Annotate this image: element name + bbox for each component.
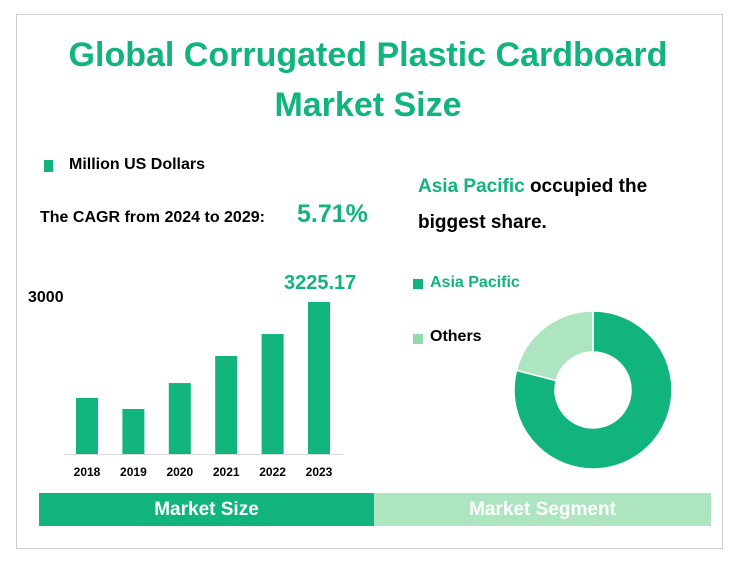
legend-unit-label: Million US Dollars (69, 156, 206, 173)
x-tick-label: 2020 (166, 465, 193, 479)
x-tick-labels: 2018 2019 2020 2021 2022 2023 (74, 465, 333, 479)
page-title-line2: Market Size (274, 86, 462, 124)
insight-rest-1: occupied the (524, 176, 648, 197)
legend-swatch-others (413, 334, 423, 344)
cagr-label: The CAGR from 2024 to 2029: (40, 209, 265, 226)
page-title-line1: Global Corrugated Plastic Cardboard (68, 36, 668, 74)
x-tick-label: 2019 (120, 465, 147, 479)
legend-label-others: Others (430, 328, 482, 345)
infographic-frame (16, 14, 723, 549)
x-tick-label: 2022 (259, 465, 286, 479)
insight-text: Asia Pacific occupied the biggest share. (418, 169, 647, 241)
donut-chart (513, 310, 673, 470)
bar-2020 (168, 383, 191, 454)
donut-slice-others (515, 310, 594, 382)
y-axis-label: 3000 (28, 289, 64, 306)
x-tick-label: 2018 (74, 465, 101, 479)
bar-2021 (215, 355, 238, 454)
bar-data-label: 3225.17 (284, 272, 357, 294)
donut-slice-asia-pacific (513, 310, 673, 470)
bar-2022 (261, 334, 284, 454)
insight-highlight: Asia Pacific (418, 176, 525, 197)
cagr-value: 5.71% (297, 200, 368, 228)
bar-2018 (76, 397, 98, 454)
legend-swatch-unit (44, 160, 53, 172)
x-tick-label: 2023 (306, 465, 333, 479)
legend-swatch-asia-pacific (413, 279, 423, 289)
tab-market-size[interactable]: Market Size (39, 493, 374, 526)
bar-2019 (122, 408, 145, 454)
bar-series (76, 302, 330, 454)
tab-market-segment[interactable]: Market Segment (374, 493, 711, 526)
x-tick-label: 2021 (213, 465, 240, 479)
legend-label-asia-pacific: Asia Pacific (430, 274, 520, 291)
bar-2023 (308, 302, 330, 454)
insight-rest-2: biggest share. (418, 212, 547, 233)
